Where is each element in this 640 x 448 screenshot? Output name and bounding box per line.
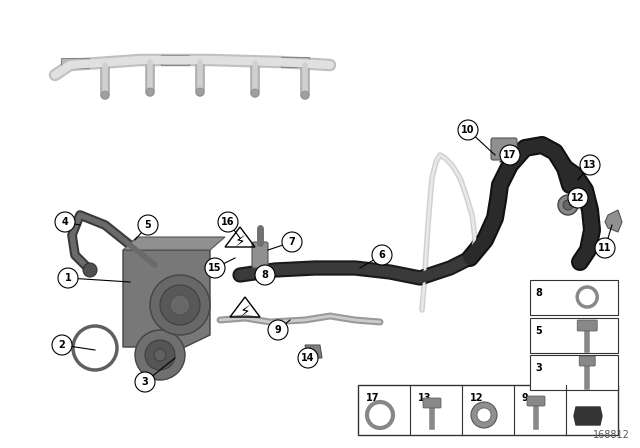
Text: 4: 4 (61, 217, 68, 227)
Text: 12: 12 (470, 393, 483, 403)
Text: 15: 15 (208, 263, 221, 273)
Circle shape (145, 340, 175, 370)
Text: 7: 7 (289, 237, 296, 247)
Circle shape (55, 212, 75, 232)
Circle shape (154, 349, 166, 361)
Text: 10: 10 (461, 125, 475, 135)
FancyBboxPatch shape (281, 57, 309, 67)
Bar (530, 318, 618, 353)
Circle shape (563, 200, 573, 210)
FancyBboxPatch shape (527, 396, 545, 406)
Text: 13: 13 (583, 160, 596, 170)
FancyBboxPatch shape (423, 398, 441, 408)
Polygon shape (123, 237, 225, 250)
FancyBboxPatch shape (577, 320, 597, 331)
Circle shape (500, 145, 520, 165)
Text: 3: 3 (141, 377, 148, 387)
Circle shape (268, 320, 288, 340)
Text: 16: 16 (221, 217, 235, 227)
Text: 14: 14 (301, 353, 315, 363)
Circle shape (298, 348, 318, 368)
Circle shape (477, 408, 491, 422)
Circle shape (52, 335, 72, 355)
Text: 168812: 168812 (593, 430, 630, 440)
Circle shape (58, 268, 78, 288)
FancyBboxPatch shape (252, 242, 268, 268)
Text: 8: 8 (262, 270, 268, 280)
Circle shape (135, 330, 185, 380)
Text: ⚡: ⚡ (235, 233, 245, 249)
Bar (530, 280, 618, 315)
Circle shape (558, 195, 578, 215)
Circle shape (150, 275, 210, 335)
Circle shape (196, 88, 204, 96)
Circle shape (160, 285, 200, 325)
FancyBboxPatch shape (161, 55, 189, 65)
Circle shape (568, 188, 588, 208)
Circle shape (135, 372, 155, 392)
Text: 17: 17 (366, 393, 380, 403)
Circle shape (218, 212, 238, 232)
Circle shape (170, 295, 190, 315)
Text: 11: 11 (598, 243, 612, 253)
Text: 5: 5 (535, 326, 541, 336)
Text: 9: 9 (522, 393, 529, 403)
Bar (530, 355, 618, 390)
Text: 5: 5 (145, 220, 152, 230)
Text: 17: 17 (503, 150, 516, 160)
Circle shape (146, 88, 154, 96)
Bar (358, 385, 618, 435)
Text: 8: 8 (535, 288, 542, 298)
FancyBboxPatch shape (491, 138, 517, 160)
Text: 9: 9 (275, 325, 282, 335)
Circle shape (471, 402, 497, 428)
Circle shape (251, 89, 259, 97)
Polygon shape (123, 250, 210, 347)
FancyBboxPatch shape (61, 58, 89, 68)
Text: 12: 12 (572, 193, 585, 203)
Circle shape (205, 258, 225, 278)
Text: ⚡: ⚡ (239, 303, 250, 319)
Circle shape (138, 215, 158, 235)
FancyBboxPatch shape (579, 356, 595, 366)
Circle shape (595, 238, 615, 258)
Text: 1: 1 (65, 273, 72, 283)
Circle shape (458, 120, 478, 140)
Circle shape (372, 245, 392, 265)
Text: 6: 6 (379, 250, 385, 260)
Text: 13: 13 (418, 393, 431, 403)
Circle shape (83, 263, 97, 277)
Circle shape (101, 91, 109, 99)
Polygon shape (605, 210, 622, 232)
Circle shape (580, 155, 600, 175)
Circle shape (301, 91, 309, 99)
Circle shape (282, 232, 302, 252)
Polygon shape (574, 407, 602, 425)
Text: 2: 2 (59, 340, 65, 350)
Polygon shape (305, 345, 322, 358)
Circle shape (255, 265, 275, 285)
Text: 3: 3 (535, 363, 541, 373)
